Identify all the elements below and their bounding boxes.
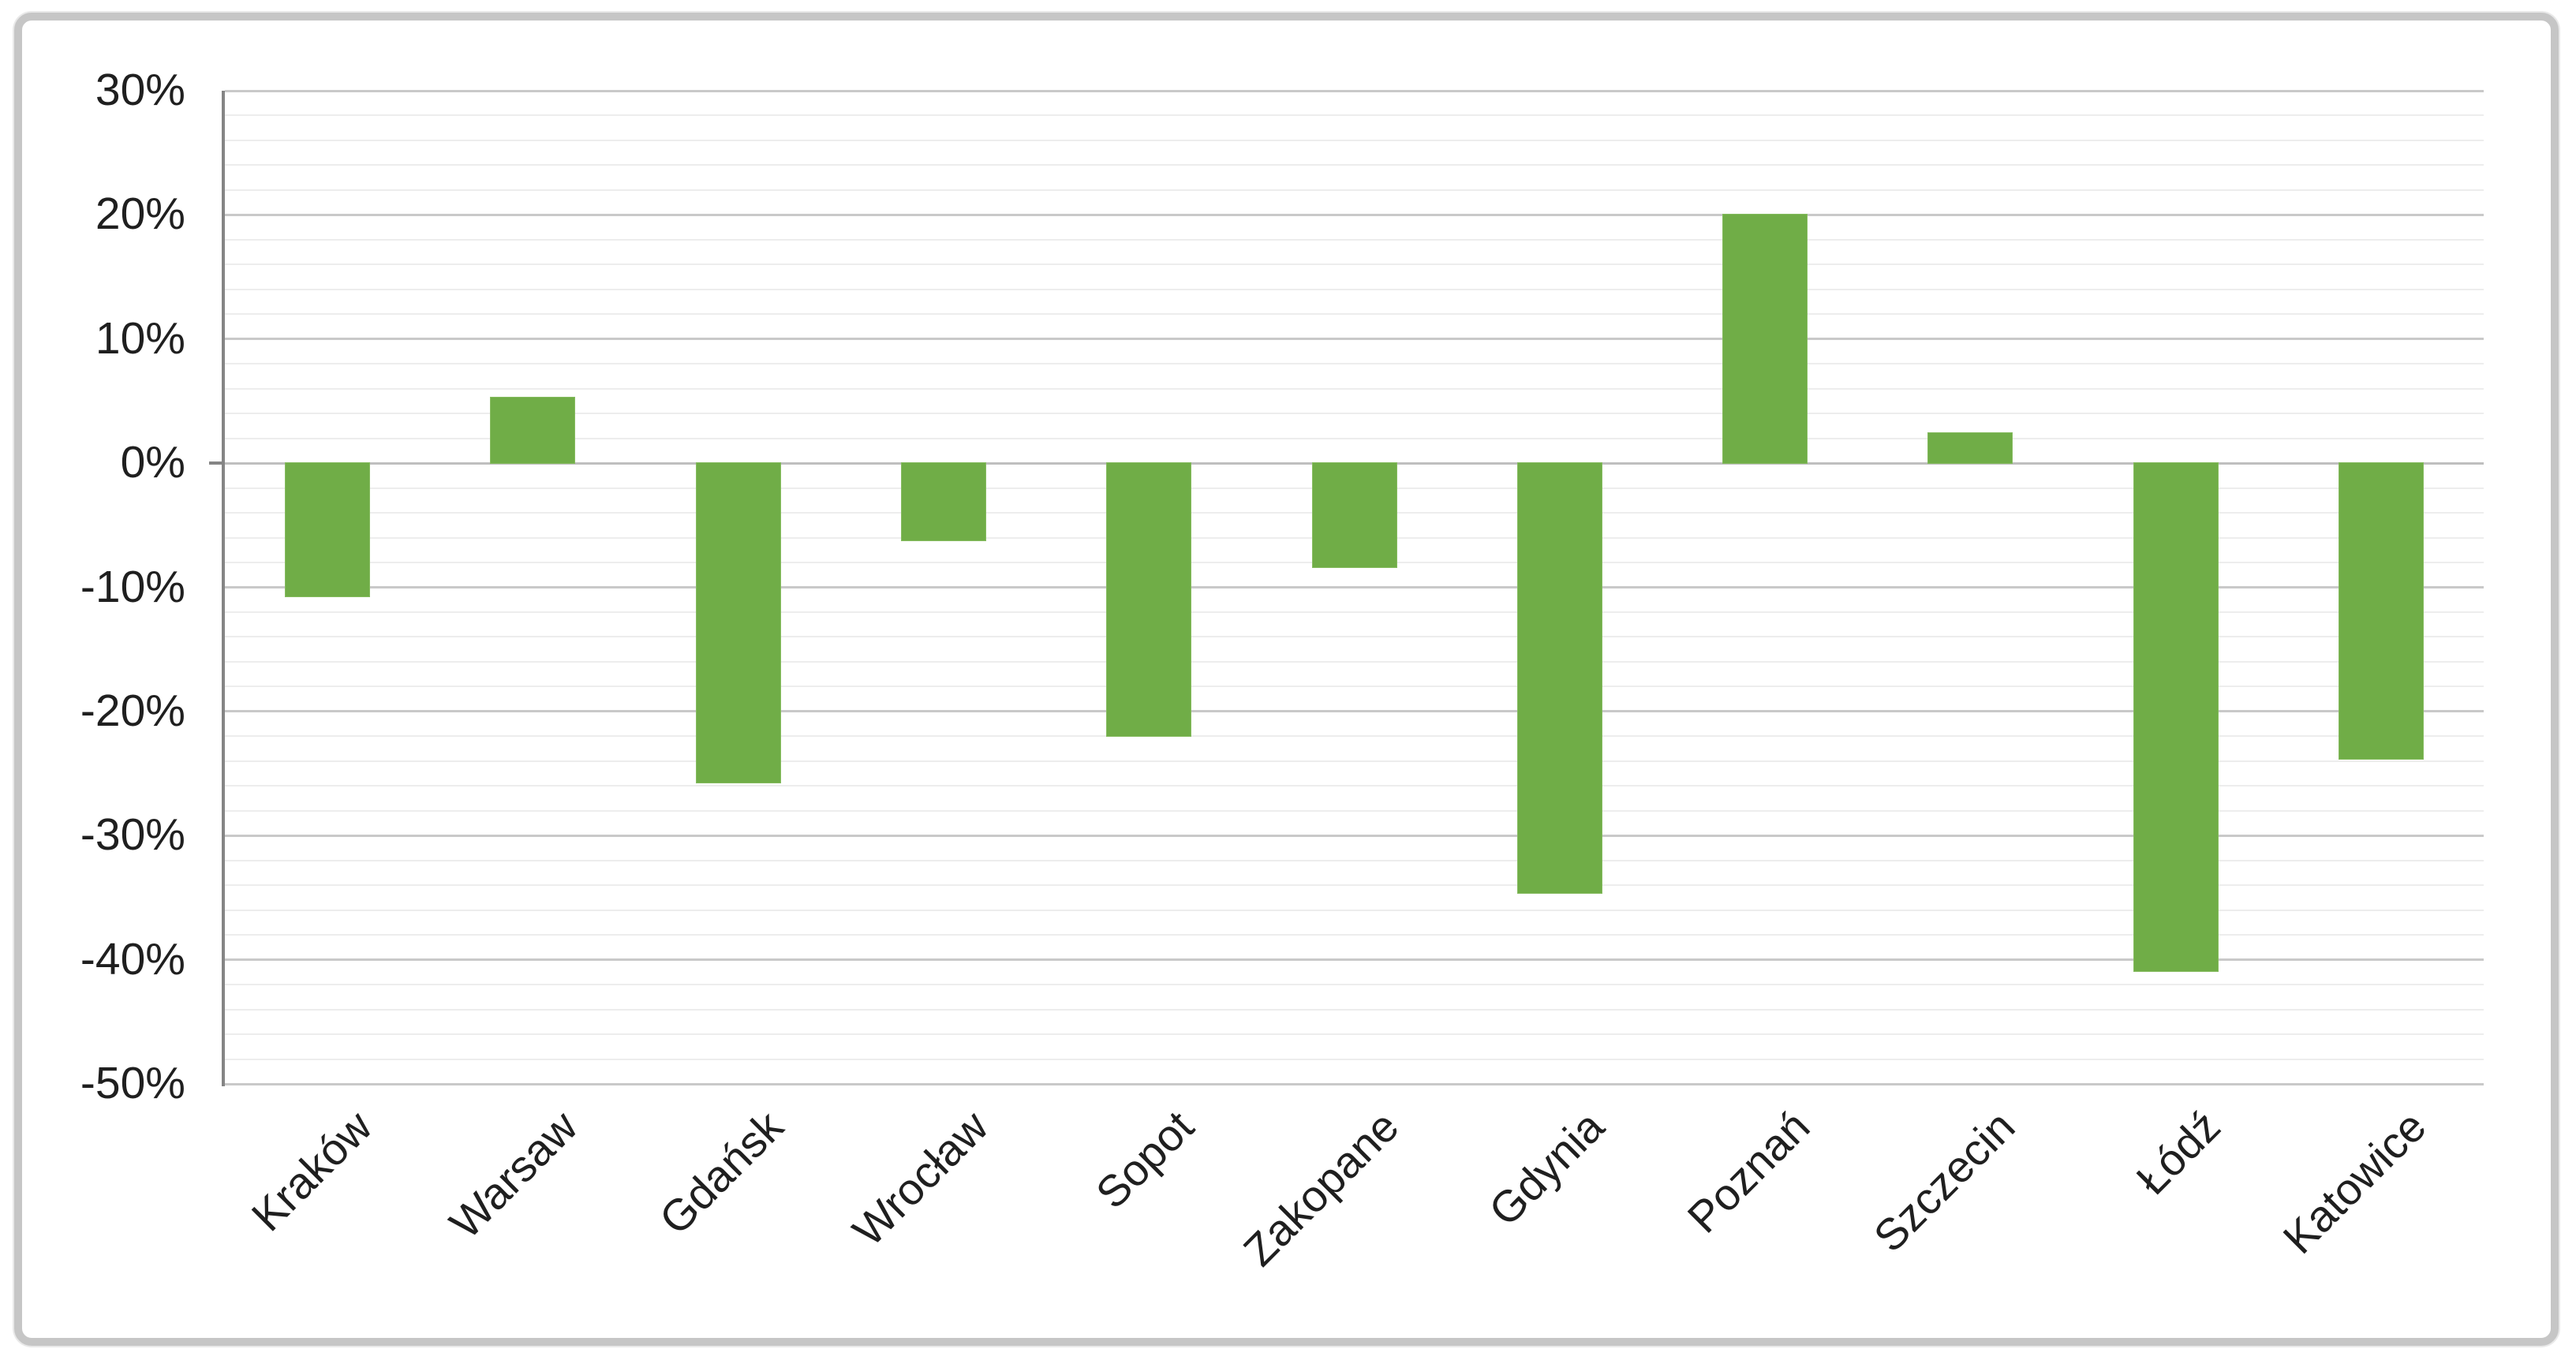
- y-tick-label: -50%: [80, 1058, 185, 1108]
- major-gridline: [225, 834, 2484, 837]
- zero-tick-mark: [209, 461, 222, 465]
- y-axis-line: [222, 91, 225, 1086]
- minor-gridline: [225, 313, 2484, 316]
- minor-gridline: [225, 263, 2484, 266]
- major-gridline: [225, 1082, 2484, 1085]
- bar-kraków: [285, 462, 371, 597]
- minor-gridline: [225, 413, 2484, 415]
- bar-poznań: [1722, 214, 1808, 465]
- minor-gridline: [225, 660, 2484, 663]
- minor-gridline: [225, 164, 2484, 166]
- minor-gridline: [225, 735, 2484, 738]
- y-tick-label: 0%: [120, 437, 185, 488]
- minor-gridline: [225, 984, 2484, 986]
- y-tick-label: 20%: [95, 189, 185, 240]
- y-tick-label: 10%: [95, 312, 185, 364]
- minor-gridline: [225, 760, 2484, 762]
- minor-gridline: [225, 387, 2484, 390]
- y-tick-label: -10%: [80, 561, 185, 612]
- y-tick-label: -30%: [80, 809, 185, 861]
- minor-gridline: [225, 809, 2484, 812]
- minor-gridline: [225, 909, 2484, 911]
- minor-gridline: [225, 785, 2484, 787]
- major-gridline: [225, 710, 2484, 713]
- minor-gridline: [225, 139, 2484, 141]
- major-gridline: [225, 958, 2484, 962]
- minor-gridline: [225, 363, 2484, 365]
- bar-gdańsk: [695, 462, 781, 783]
- minor-gridline: [225, 884, 2484, 887]
- minor-gridline: [225, 1058, 2484, 1060]
- y-tick-label: -40%: [80, 933, 185, 985]
- bar-warsaw: [490, 396, 576, 465]
- major-gridline: [225, 338, 2484, 341]
- bar-łódź: [2133, 462, 2219, 972]
- bar-sopot: [1106, 462, 1192, 738]
- y-tick-label: 30%: [95, 65, 185, 115]
- minor-gridline: [225, 611, 2484, 613]
- bar-wrocław: [900, 462, 986, 541]
- minor-gridline: [225, 437, 2484, 439]
- minor-gridline: [225, 288, 2484, 290]
- minor-gridline: [225, 686, 2484, 688]
- bar-szczecin: [1927, 432, 2013, 465]
- minor-gridline: [225, 189, 2484, 191]
- minor-gridline: [225, 859, 2484, 861]
- major-gridline: [225, 586, 2484, 588]
- major-gridline: [225, 213, 2484, 216]
- minor-gridline: [225, 114, 2484, 117]
- minor-gridline: [225, 934, 2484, 936]
- bar-gdynia: [1516, 462, 1602, 894]
- minor-gridline: [225, 1033, 2484, 1036]
- plot-area: [209, 89, 2484, 1086]
- minor-gridline: [225, 238, 2484, 241]
- bar-katowice: [2338, 462, 2424, 760]
- bar-zakopane: [1311, 462, 1397, 569]
- minor-gridline: [225, 1008, 2484, 1011]
- major-gridline: [225, 89, 2484, 92]
- minor-gridline: [225, 636, 2484, 638]
- y-tick-label: -20%: [80, 685, 185, 736]
